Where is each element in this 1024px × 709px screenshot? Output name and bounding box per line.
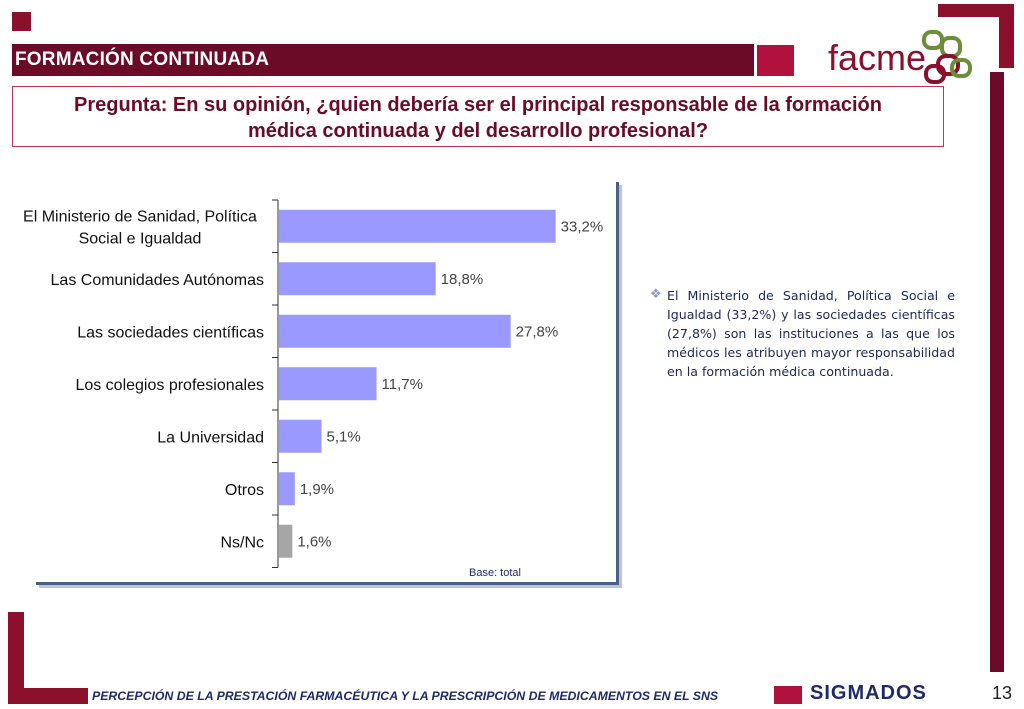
commentary-text: El Ministerio de Sanidad, Política Socia… [667, 288, 955, 379]
decorative-square-footer [774, 686, 802, 704]
value-label: 1,6% [297, 533, 331, 550]
sigmados-logo: SIGMADOS [810, 682, 927, 704]
bar [279, 524, 293, 558]
bar-chart: 33,2% El Ministerio de Sanidad, Política S… [23, 199, 604, 568]
category-label: Las sociedades científicas [77, 324, 264, 341]
category-label: El Ministerio de Sanidad, Política [23, 208, 257, 225]
decorative-right-bar [990, 72, 1004, 672]
category-label: Las Comunidades Autónomas [51, 272, 264, 289]
bar [279, 472, 295, 506]
category-label: Los colegios profesionales [75, 377, 264, 394]
bar [279, 262, 436, 296]
question-box: Pregunta: En su opinión, ¿quien debería … [12, 86, 944, 147]
question-line-1: Pregunta: En su opinión, ¿quien debería … [74, 94, 882, 116]
diamond-bullet-icon: ❖ [650, 286, 662, 301]
value-label: 33,2% [561, 218, 604, 235]
question-line-2: médica continuada y del desarrollo profe… [247, 120, 709, 142]
decorative-square-header [757, 45, 794, 76]
footer-title: PERCEPCIÓN DE LA PRESTACIÓN FARMACÉUTICA… [92, 689, 719, 703]
decorative-corner-bottom-left-horizontal [8, 688, 88, 704]
decorative-corner-top-right-vertical [999, 4, 1014, 68]
value-label: 18,8% [441, 271, 484, 288]
category-label: La Universidad [157, 429, 264, 446]
value-label: 27,8% [516, 323, 559, 340]
bar [279, 209, 556, 243]
category-label: Ns/Nc [220, 534, 264, 551]
facme-logo: facme [828, 30, 972, 84]
page-number: 13 [992, 683, 1013, 703]
value-label: 1,9% [300, 481, 334, 498]
bar [279, 367, 377, 401]
value-label: 5,1% [327, 428, 361, 445]
commentary: El Ministerio de Sanidad, Política Socia… [650, 286, 955, 381]
bar [279, 314, 511, 348]
base-label: Base: total [469, 567, 521, 579]
decorative-corner-top-right [938, 4, 1014, 17]
value-label: 11,7% [382, 376, 423, 393]
facme-logo-text: facme [828, 37, 926, 78]
chart-frame [36, 182, 619, 585]
category-label: Social e Igualdad [79, 230, 202, 247]
decorative-square-top-left [12, 12, 31, 31]
decorative-corner-bottom-left [8, 612, 24, 704]
category-label: Otros [225, 482, 264, 499]
bar [279, 419, 322, 453]
section-title: FORMACIÓN CONTINUADA [12, 44, 754, 76]
